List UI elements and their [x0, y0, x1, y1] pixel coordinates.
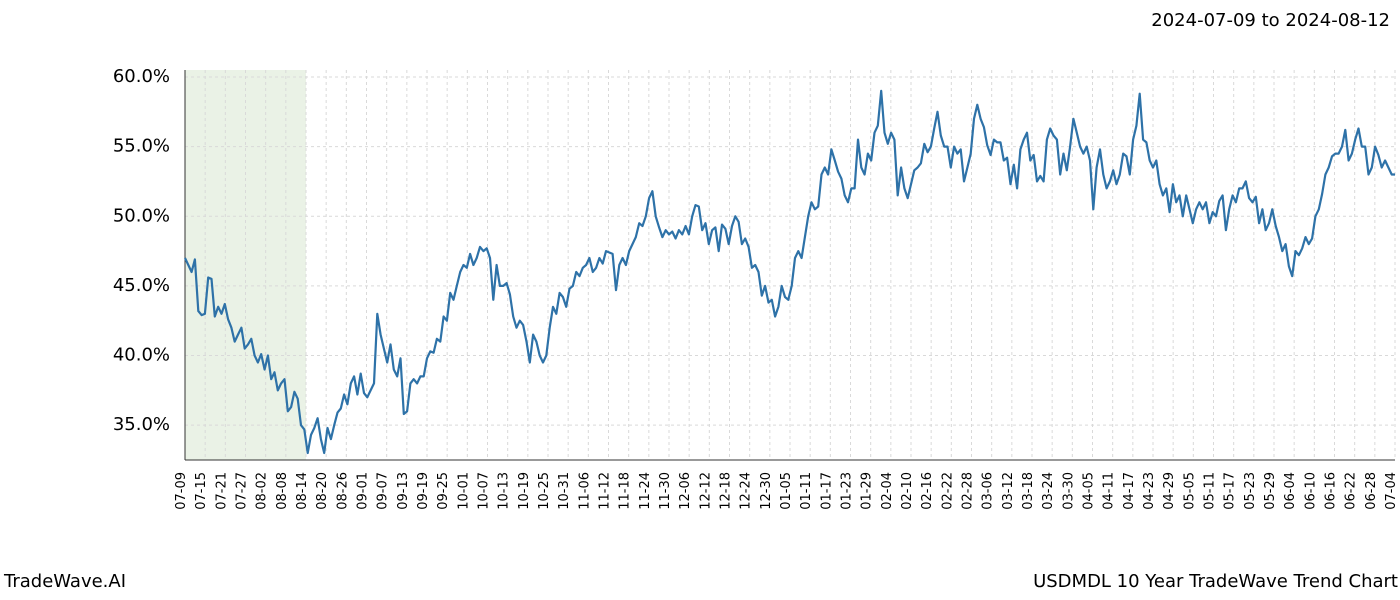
x-tick-label: 07-04 — [1384, 472, 1399, 510]
y-tick-label: 60.0% — [113, 66, 170, 87]
x-tick-label: 10-19 — [517, 472, 532, 510]
x-tick-label: 10-13 — [497, 472, 512, 510]
x-tick-label: 02-28 — [961, 472, 976, 510]
x-tick-label: 11-18 — [618, 472, 633, 510]
chart-container: 2024-07-09 to 2024-08-12 35.0% 40.0% 45.0%… — [0, 0, 1400, 600]
x-tick-label: 05-23 — [1243, 472, 1258, 510]
x-tick-label: 03-18 — [1021, 472, 1036, 510]
x-tick-label: 08-20 — [315, 472, 330, 510]
brand-label: TradeWave.AI — [4, 571, 126, 592]
x-tick-label: 01-17 — [819, 472, 834, 510]
x-tick-label: 09-25 — [436, 472, 451, 510]
x-tick-label: 08-14 — [295, 472, 310, 510]
x-tick-label: 04-11 — [1102, 472, 1117, 510]
x-tick-label: 04-23 — [1142, 472, 1157, 510]
x-tick-label: 06-28 — [1364, 472, 1379, 510]
x-tick-label: 12-06 — [678, 472, 693, 510]
x-tick-label: 12-18 — [719, 472, 734, 510]
x-tick-label: 03-30 — [1061, 472, 1076, 510]
x-tick-label: 10-25 — [537, 472, 552, 510]
x-tick-label: 10-31 — [557, 472, 572, 510]
x-tick-label: 12-30 — [759, 472, 774, 510]
x-tick-label: 01-29 — [860, 472, 875, 510]
y-tick-label: 45.0% — [113, 275, 170, 296]
date-range-label: 2024-07-09 to 2024-08-12 — [1151, 10, 1390, 31]
y-tick-label: 35.0% — [113, 414, 170, 435]
x-tick-label: 05-11 — [1203, 472, 1218, 510]
x-tick-label: 06-16 — [1324, 472, 1339, 510]
x-tick-label: 12-12 — [698, 472, 713, 510]
x-tick-label: 01-23 — [840, 472, 855, 510]
x-tick-label: 11-12 — [598, 472, 613, 510]
x-tick-label: 04-17 — [1122, 472, 1137, 510]
x-tick-label: 11-06 — [577, 472, 592, 510]
x-tick-label: 11-30 — [658, 472, 673, 510]
x-tick-label: 11-24 — [638, 472, 653, 510]
x-tick-label: 05-29 — [1263, 472, 1278, 510]
series-line — [185, 91, 1395, 453]
x-tick-label: 03-24 — [1041, 472, 1056, 510]
x-tick-label: 06-10 — [1303, 472, 1318, 510]
x-tick-label: 02-04 — [880, 472, 895, 510]
x-tick-label: 02-10 — [900, 472, 915, 510]
x-tick-label: 04-29 — [1162, 472, 1177, 510]
x-tick-label: 09-19 — [416, 472, 431, 510]
x-tick-label: 02-16 — [920, 472, 935, 510]
x-tick-label: 07-15 — [194, 472, 209, 510]
x-tick-label: 01-05 — [779, 472, 794, 510]
x-tick-label: 09-13 — [396, 472, 411, 510]
x-tick-label: 12-24 — [739, 472, 754, 510]
x-tick-label: 06-22 — [1344, 472, 1359, 510]
chart-title: USDMDL 10 Year TradeWave Trend Chart — [1033, 571, 1398, 592]
x-tick-label: 01-11 — [799, 472, 814, 510]
x-tick-label: 07-09 — [174, 472, 189, 510]
x-tick-label: 07-21 — [214, 472, 229, 510]
y-tick-label: 40.0% — [113, 345, 170, 366]
x-tick-label: 05-17 — [1223, 472, 1238, 510]
x-tick-label: 04-05 — [1082, 472, 1097, 510]
x-tick-label: 10-07 — [477, 472, 492, 510]
x-tick-label: 03-06 — [981, 472, 996, 510]
y-tick-label: 50.0% — [113, 205, 170, 226]
x-tick-label: 03-12 — [1001, 472, 1016, 510]
x-tick-label: 07-27 — [235, 472, 250, 510]
x-tick-label: 09-07 — [376, 472, 391, 510]
x-tick-label: 02-22 — [940, 472, 955, 510]
x-tick-label: 08-26 — [335, 472, 350, 510]
x-tick-label: 06-04 — [1283, 472, 1298, 510]
y-tick-label: 55.0% — [113, 136, 170, 157]
x-tick-label: 05-05 — [1182, 472, 1197, 510]
x-tick-label: 10-01 — [456, 472, 471, 510]
line-chart: 35.0% 40.0% 45.0% 50.0% 55.0% 60.0% 07-09 07-15… — [0, 0, 1400, 560]
x-tick-label: 09-01 — [356, 472, 371, 510]
x-tick-label: 08-08 — [275, 472, 290, 510]
x-tick-label: 08-02 — [255, 472, 270, 510]
